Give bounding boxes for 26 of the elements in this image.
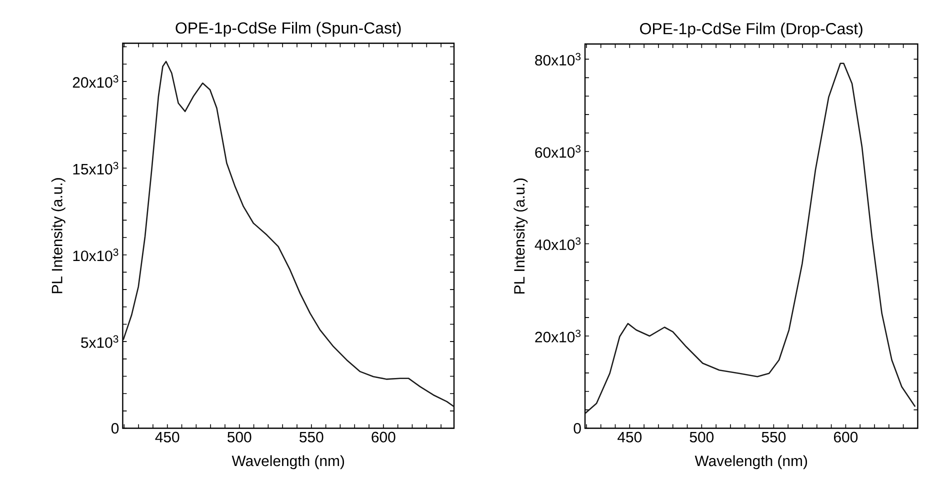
x-tick-label: 600: [834, 432, 858, 442]
y-tick-label: 10x10$^{3}$: [73, 248, 118, 262]
x-tick-label: 550: [300, 432, 324, 442]
chart-title: OPE-1p-CdSe Film (Spun-Cast): [176, 22, 401, 37]
y-tick-label: 20x10$^{3}$: [72, 75, 118, 88]
x-tick-label: 450: [618, 432, 642, 442]
x-axis-title: Wavelength (nm): [694, 455, 808, 470]
y-axis-title: PL Intensity (a.u.): [514, 178, 528, 294]
y-tick-label: 60x10$^{3}$: [535, 145, 581, 158]
x-tick-label: 600: [372, 432, 396, 442]
y-tick-label: 40x10$^{3}$: [534, 237, 581, 250]
y-tick-label: 5x10$^{3}$: [81, 335, 118, 348]
y-tick-label: 15x10$^{3}$: [73, 162, 118, 174]
y-axis-title: PL Intensity (a.u.): [51, 178, 66, 294]
x-tick-label: 500: [228, 432, 252, 442]
line-series: [122, 60, 454, 408]
x-tick-label: 500: [690, 432, 714, 442]
line-series: [585, 62, 916, 414]
x-tick-label: 450: [155, 432, 180, 442]
y-tick-label: 0: [574, 422, 581, 434]
y-tick-label: 80x10$^{3}$: [535, 52, 581, 66]
x-tick-label: 550: [762, 432, 786, 442]
y-tick-label: 20x10$^{3}$: [535, 330, 581, 342]
x-axis-title: Wavelength (nm): [232, 455, 344, 470]
y-tick-label: 0: [111, 422, 119, 434]
chart-title: OPE-1p-CdSe Film (Drop-Cast): [640, 22, 862, 38]
